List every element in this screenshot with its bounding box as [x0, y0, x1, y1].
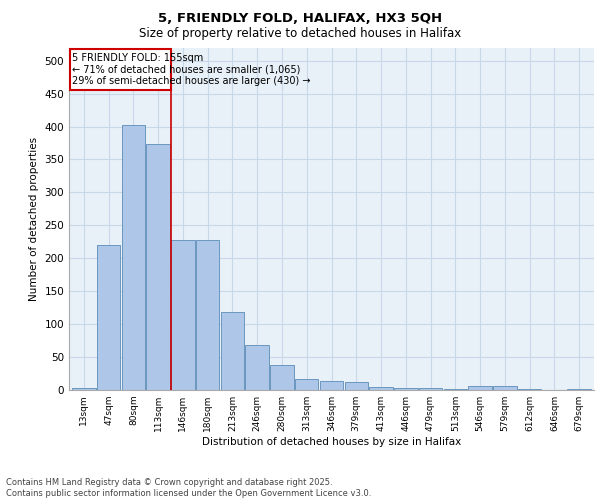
Bar [146, 144, 170, 390]
Bar [493, 386, 517, 390]
Bar [122, 124, 145, 390]
Bar [97, 245, 121, 390]
Bar [270, 365, 294, 390]
Bar [568, 388, 591, 390]
Bar [72, 388, 95, 390]
Bar [320, 382, 343, 390]
Bar [469, 386, 492, 390]
X-axis label: Distribution of detached houses by size in Halifax: Distribution of detached houses by size … [202, 437, 461, 447]
Text: 5, FRIENDLY FOLD, HALIFAX, HX3 5QH: 5, FRIENDLY FOLD, HALIFAX, HX3 5QH [158, 12, 442, 26]
Bar [221, 312, 244, 390]
Text: Size of property relative to detached houses in Halifax: Size of property relative to detached ho… [139, 28, 461, 40]
Y-axis label: Number of detached properties: Number of detached properties [29, 136, 39, 301]
Bar [245, 345, 269, 390]
Bar [394, 388, 418, 390]
Bar [171, 240, 194, 390]
Bar [344, 382, 368, 390]
Text: Contains HM Land Registry data © Crown copyright and database right 2025.
Contai: Contains HM Land Registry data © Crown c… [6, 478, 371, 498]
Text: 5 FRIENDLY FOLD: 155sqm: 5 FRIENDLY FOLD: 155sqm [72, 53, 203, 63]
Text: 29% of semi-detached houses are larger (430) →: 29% of semi-detached houses are larger (… [72, 76, 311, 86]
Bar [196, 240, 220, 390]
Bar [443, 388, 467, 390]
Bar [295, 379, 319, 390]
Bar [369, 386, 393, 390]
FancyBboxPatch shape [70, 50, 170, 90]
Bar [419, 388, 442, 390]
Text: ← 71% of detached houses are smaller (1,065): ← 71% of detached houses are smaller (1,… [72, 64, 301, 74]
